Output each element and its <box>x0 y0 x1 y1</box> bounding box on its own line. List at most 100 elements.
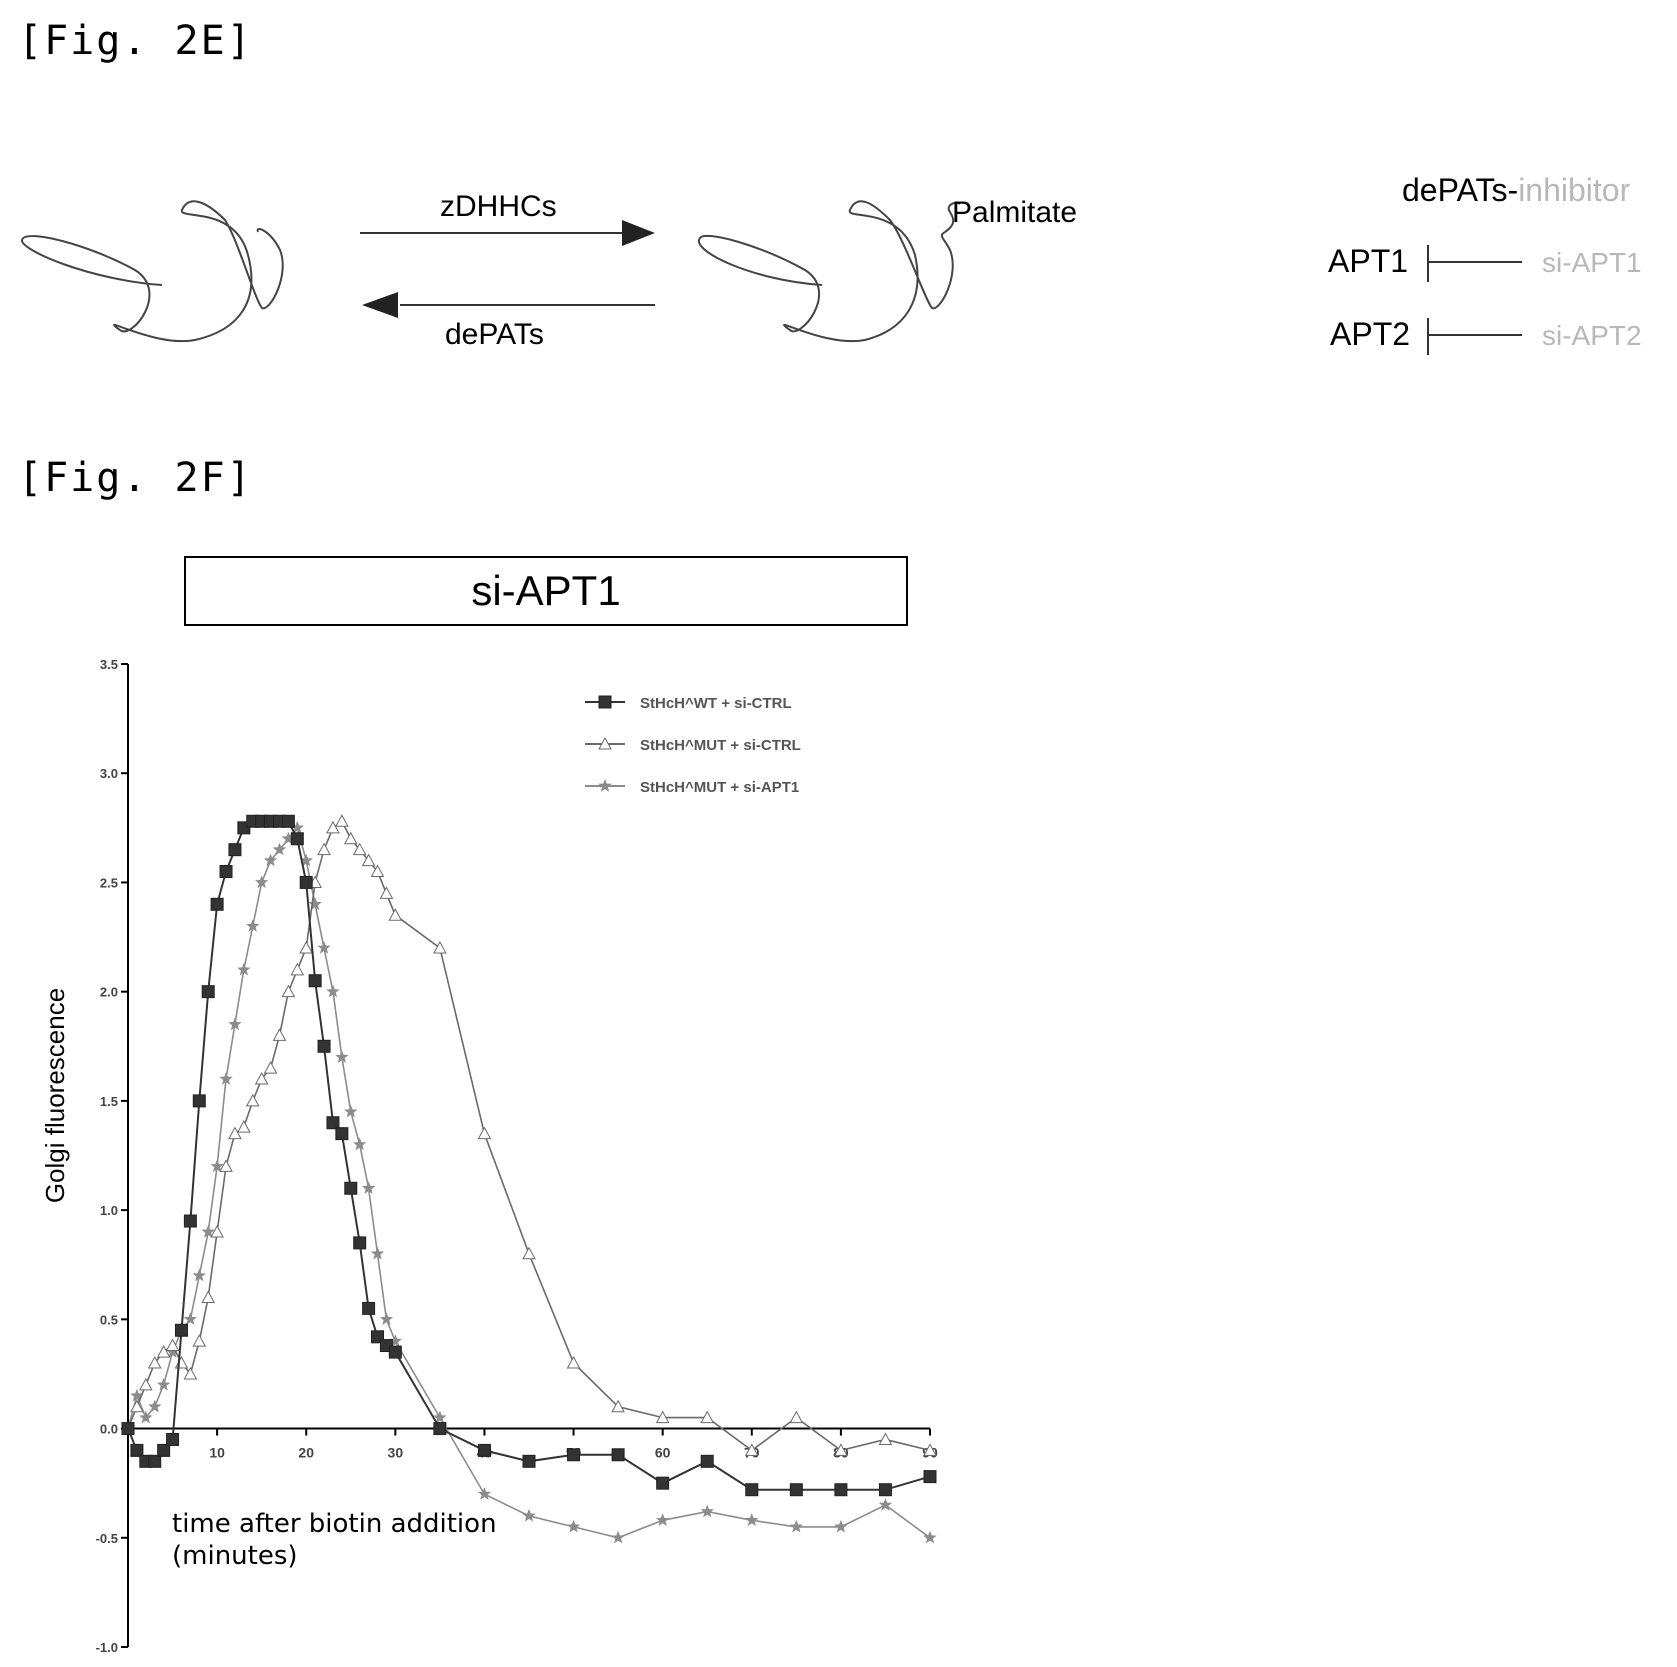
series-3-point <box>157 1377 171 1391</box>
series-2-point <box>228 1126 242 1140</box>
series-2-point <box>379 886 394 899</box>
series-3-point <box>308 897 322 910</box>
series-1-point <box>157 1443 171 1457</box>
series-2-point <box>147 1355 162 1369</box>
series-3-point <box>281 831 296 845</box>
y-tick-label: 3.5 <box>100 657 118 672</box>
series-2-point <box>165 1338 180 1352</box>
y-tick-label: 1.5 <box>100 1094 118 1109</box>
series-1-point <box>344 1181 358 1195</box>
inhibitor-si-apt2: si-APT2 <box>1542 320 1642 351</box>
protein-squiggle-right <box>697 200 954 343</box>
chart-title: si-APT1 <box>471 567 621 614</box>
series-2-point <box>878 1432 893 1445</box>
series-2-point <box>655 1410 670 1424</box>
legend-marker-3 <box>598 779 612 792</box>
series-1-point <box>522 1454 536 1468</box>
series-3-point <box>745 1513 759 1526</box>
series-2-point <box>352 842 367 856</box>
series-1-point <box>192 1094 206 1108</box>
legend-marker-1 <box>598 695 612 709</box>
series-3-point <box>192 1268 206 1282</box>
series-3-point <box>165 1345 180 1358</box>
inhibitor-title-prefix: dePATs- <box>1402 172 1519 208</box>
series-1-point <box>290 832 304 846</box>
series-1-point <box>745 1483 759 1497</box>
series-2-point <box>192 1334 207 1347</box>
series-1-point <box>326 1116 340 1130</box>
series-1-point <box>183 1214 197 1228</box>
series-3-point <box>246 919 260 932</box>
series-3-point <box>299 853 313 867</box>
series-1-point <box>353 1236 367 1250</box>
series-3-point <box>237 962 251 976</box>
series-3-point <box>183 1312 197 1325</box>
y-tick-label: 0.5 <box>100 1312 118 1327</box>
target-apt2: APT2 <box>1330 316 1411 352</box>
chart-title-box: si-APT1 <box>184 556 908 626</box>
legend-label-2: StHcH^MUT + si-CTRL <box>640 737 801 754</box>
x-tick-label: 20 <box>298 1445 314 1461</box>
series-2-point <box>700 1410 715 1424</box>
series-1-point <box>317 1039 331 1053</box>
series-2-point <box>201 1290 216 1303</box>
forward-arrowhead <box>622 220 655 246</box>
series-2-point <box>219 1159 233 1172</box>
reverse-arrowhead <box>362 292 398 318</box>
x-tick-label: 30 <box>388 1445 404 1461</box>
x-tick-label: 60 <box>655 1445 671 1461</box>
y-tick-label: 1.0 <box>100 1203 118 1218</box>
y-tick-label: -0.5 <box>96 1531 118 1546</box>
series-2-point <box>174 1355 189 1369</box>
series-3-point <box>522 1508 536 1522</box>
series-3-point <box>789 1519 803 1533</box>
series-1-point <box>335 1127 349 1141</box>
series-1-point <box>201 985 215 999</box>
figure-e-label: [Fig. 2E] <box>18 18 253 64</box>
series-2-point <box>370 864 385 878</box>
series-line-1 <box>127 820 931 1491</box>
series-2-point <box>566 1355 581 1369</box>
series-1-point <box>308 974 322 988</box>
series-2-point <box>522 1246 536 1260</box>
series-line-2 <box>127 820 931 1452</box>
forward-enzyme-label: zDHHCs <box>440 190 557 223</box>
palmitate-label: Palmitate <box>952 196 1078 229</box>
series-1-point <box>834 1483 848 1497</box>
series-3-point <box>656 1513 670 1526</box>
series-3-point <box>263 853 278 867</box>
series-3-point <box>219 1072 233 1085</box>
x-axis-label: time after biotin addition (minutes) <box>172 1509 497 1571</box>
series-2-point <box>789 1410 804 1424</box>
protein-squiggle-left <box>21 200 284 343</box>
y-tick-label: 2.0 <box>100 985 118 1000</box>
series-1-point <box>228 843 242 857</box>
series-2-point <box>335 814 349 827</box>
series-3-point <box>210 1159 224 1173</box>
y-axis-label: Golgi fluorescence <box>40 988 70 1203</box>
series-1-point <box>299 875 313 889</box>
series-2-point <box>433 940 447 954</box>
series-3-point <box>255 875 269 889</box>
series-3-point <box>344 1104 358 1118</box>
series-3-point <box>379 1312 394 1325</box>
y-tick-label: 0.0 <box>100 1422 118 1437</box>
series-3-point <box>353 1137 367 1151</box>
series-3-point <box>148 1399 162 1413</box>
target-apt1: APT1 <box>1328 243 1409 279</box>
series-2-point <box>326 820 340 834</box>
series-1-point <box>148 1454 162 1468</box>
series-3-point <box>272 842 287 856</box>
series-3-point <box>361 1181 376 1194</box>
series-1-point <box>121 1422 135 1436</box>
series-2-point <box>156 1345 171 1358</box>
series-1-point <box>130 1443 144 1457</box>
series-1-point <box>878 1483 892 1497</box>
series-2-point <box>272 1028 287 1041</box>
series-1-point <box>700 1454 714 1468</box>
series-1-point <box>388 1345 402 1359</box>
series-2-point <box>281 984 296 998</box>
series-2-point <box>237 1120 251 1133</box>
series-3-point <box>139 1410 153 1424</box>
